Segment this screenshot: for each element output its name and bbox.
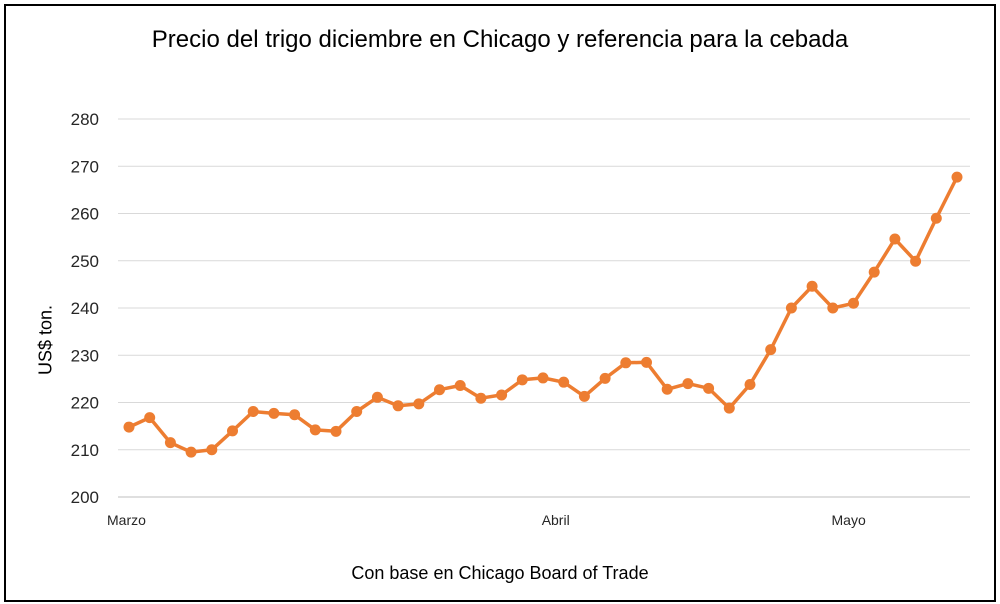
data-point — [185, 446, 197, 458]
data-point — [620, 357, 632, 369]
data-point — [351, 405, 363, 417]
gridlines — [118, 118, 970, 498]
series-group — [123, 171, 963, 458]
x-tick-label: Mayo — [832, 512, 866, 528]
data-point — [641, 356, 652, 368]
x-tick-label: Marzo — [107, 512, 146, 528]
data-point — [806, 280, 818, 292]
data-point — [661, 383, 673, 395]
data-point — [558, 376, 570, 388]
data-point — [537, 372, 549, 384]
data-point — [164, 437, 176, 449]
data-point — [475, 392, 487, 404]
data-point — [910, 255, 922, 267]
data-point — [227, 425, 238, 437]
data-point — [765, 344, 777, 356]
data-point — [247, 405, 259, 417]
data-point — [454, 379, 466, 391]
data-point — [268, 407, 280, 419]
data-point — [413, 398, 425, 410]
y-tick-label: 220 — [71, 394, 99, 413]
data-point — [785, 302, 797, 314]
data-point — [951, 171, 963, 183]
data-point — [123, 421, 135, 433]
y-tick-label: 250 — [71, 252, 99, 271]
data-point — [309, 424, 321, 436]
data-point — [868, 266, 880, 278]
data-point — [496, 389, 508, 401]
data-point — [827, 302, 839, 314]
source-note: Con base en Chicago Board of Trade — [351, 563, 649, 583]
data-point — [206, 444, 218, 456]
y-tick-labels: 200 210 220 230 240 250 260 270 280 — [71, 110, 99, 507]
y-tick-label: 270 — [71, 157, 99, 176]
data-point — [723, 402, 735, 414]
y-tick-label: 280 — [71, 110, 99, 129]
y-tick-label: 200 — [71, 488, 99, 507]
y-tick-label: 210 — [71, 441, 99, 460]
data-point — [516, 374, 528, 386]
data-point — [703, 382, 715, 394]
data-point — [330, 425, 342, 437]
data-point — [599, 372, 611, 384]
data-point — [434, 384, 445, 396]
x-tick-labels: Marzo Abril Mayo — [107, 512, 866, 528]
data-point — [889, 233, 901, 245]
data-point — [930, 212, 942, 224]
data-point — [144, 412, 156, 424]
data-point — [371, 391, 383, 403]
y-tick-label: 240 — [71, 299, 99, 318]
y-tick-label: 260 — [71, 205, 99, 224]
data-point — [682, 378, 694, 390]
y-tick-label: 230 — [71, 346, 99, 365]
chart-title: Precio del trigo diciembre en Chicago y … — [151, 26, 849, 53]
data-point — [848, 297, 859, 309]
data-point — [578, 390, 590, 402]
data-point — [392, 400, 404, 412]
data-point — [744, 379, 756, 391]
x-tick-label: Abril — [542, 512, 570, 528]
data-point — [289, 409, 301, 421]
